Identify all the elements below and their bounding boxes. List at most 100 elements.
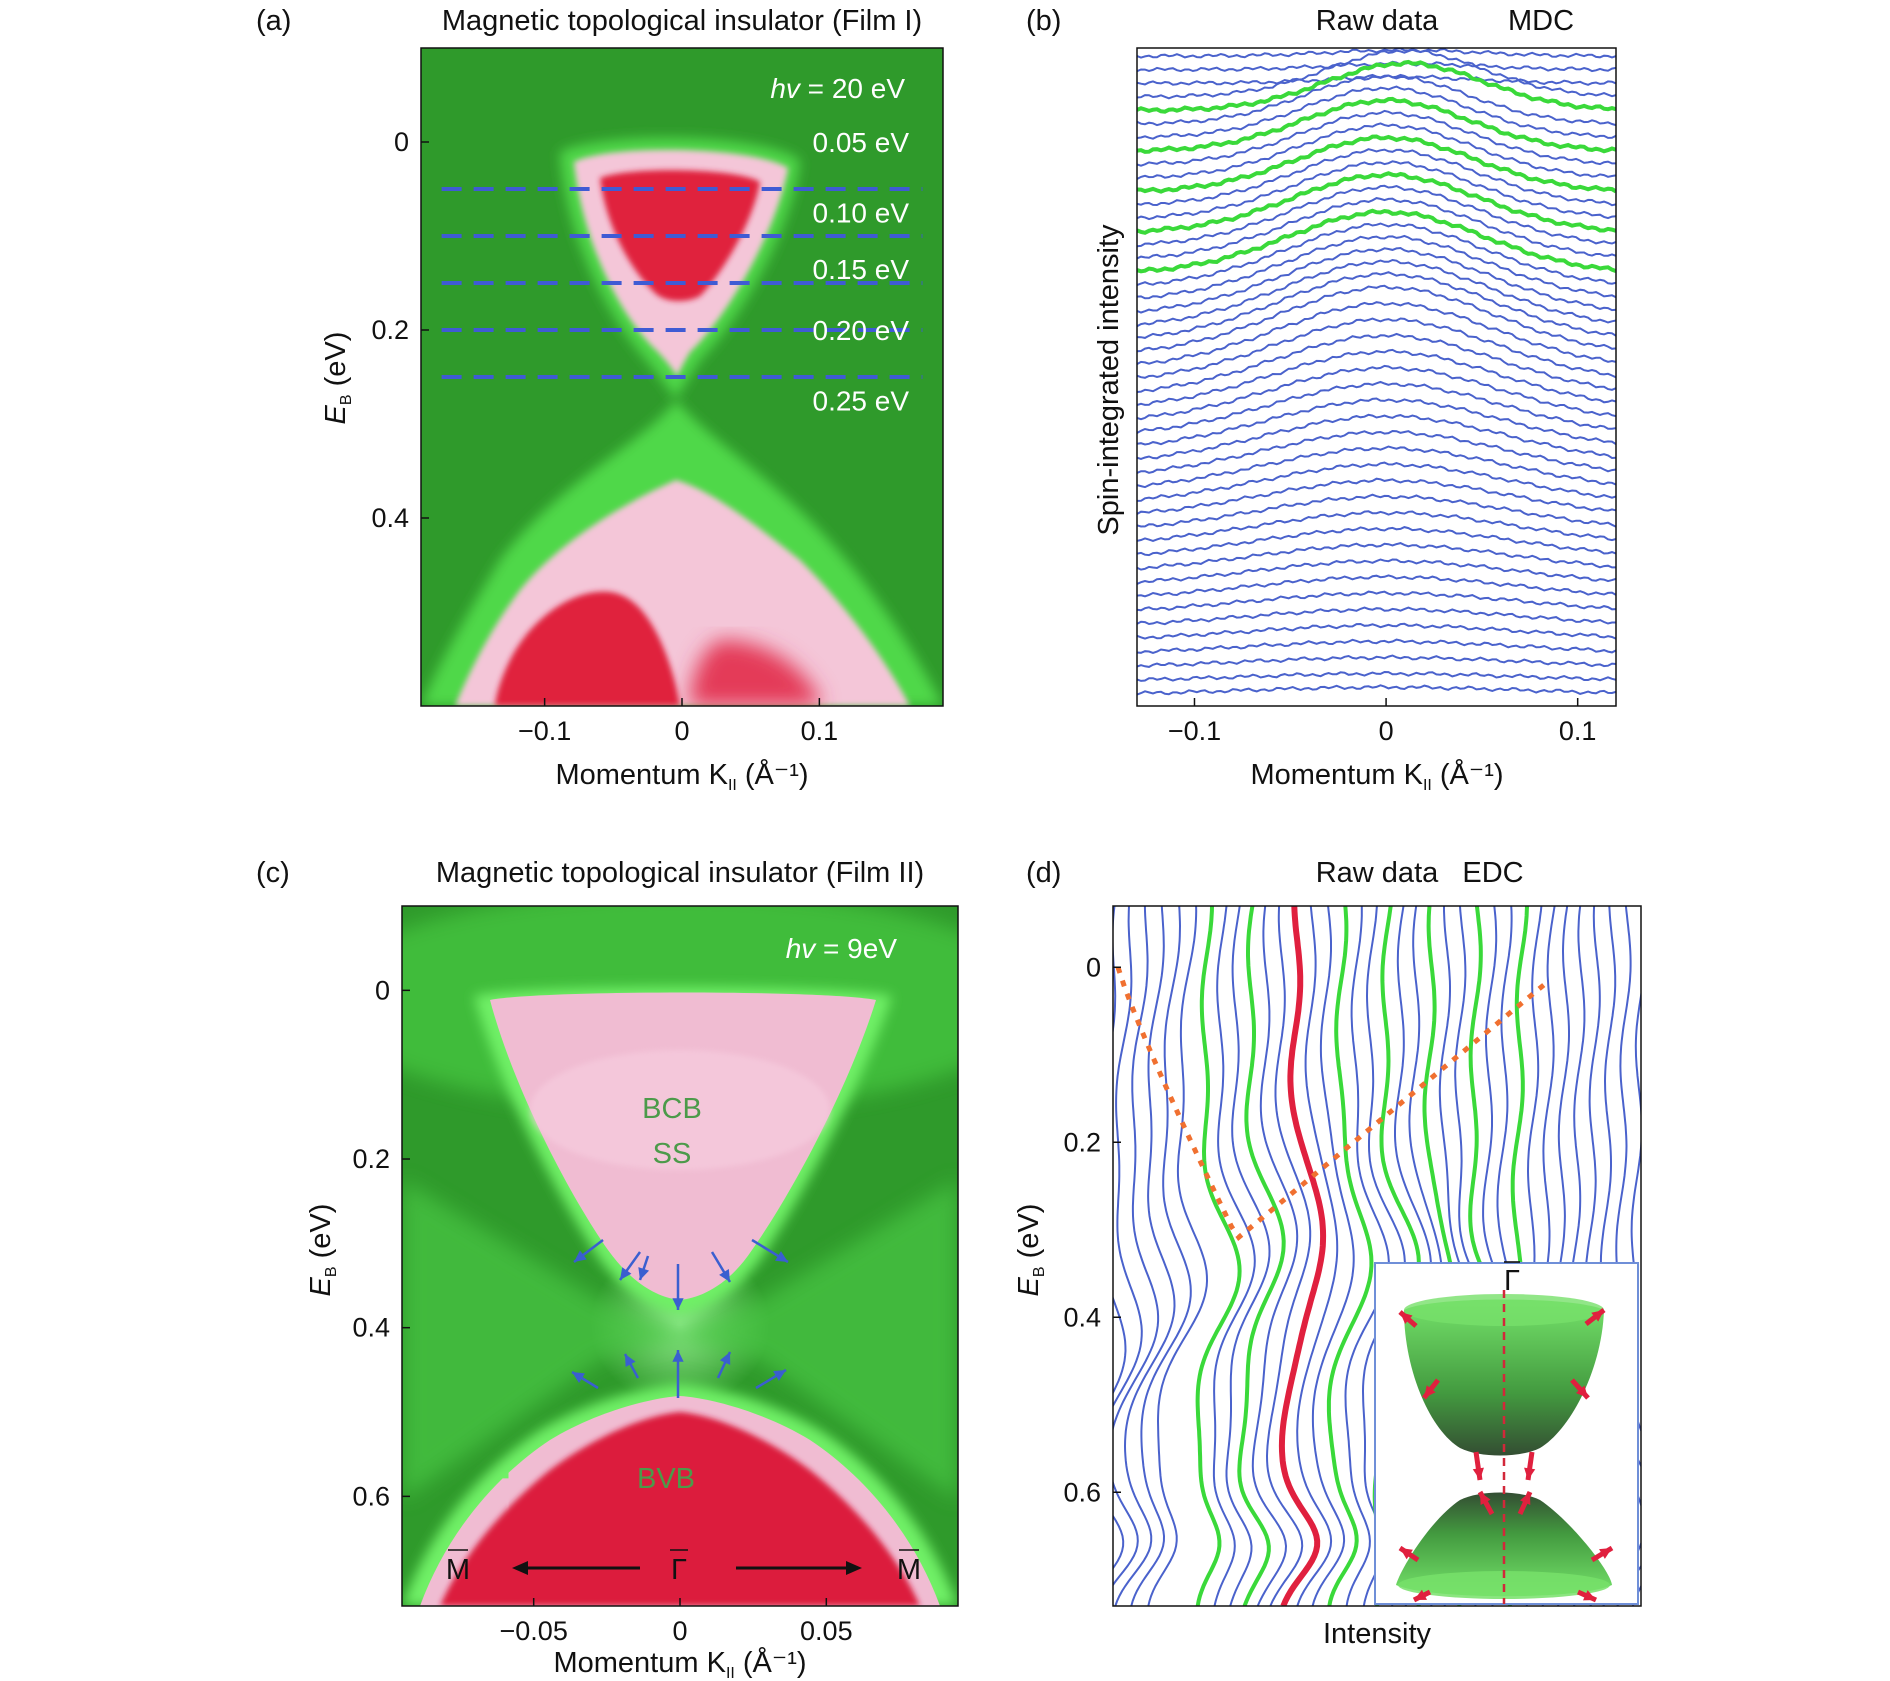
panel-b-curve: [1137, 445, 1616, 489]
panel-c-y-tick-label: 0.6: [352, 1481, 390, 1511]
panel-d-curve-center: [1278, 906, 1327, 1606]
spin-arrow-head: [574, 1250, 587, 1262]
panel-d-title2: EDC: [1462, 857, 1523, 889]
panel-d-frame: [1112, 905, 1642, 1607]
panel-b-curve: [1137, 301, 1616, 365]
panel-a-lower-cone-core-left: [495, 591, 680, 706]
panel-b-curve-highlight: [1137, 208, 1616, 274]
panel-b-curve: [1137, 622, 1616, 640]
panel-b-curve: [1137, 493, 1616, 528]
panel-a-x-ticks: −0.1 0 0.1: [518, 698, 838, 746]
panel-d-y-tick-label: 0.6: [1063, 1477, 1101, 1507]
panel-b-x-tick-label: −0.1: [1168, 716, 1221, 746]
panel-d-ylabel: EB (eV): [1013, 1204, 1048, 1297]
spin-arrow-head: [1591, 1310, 1604, 1322]
panel-d-curve: [1114, 906, 1176, 1606]
panel-b-curve-highlight: [1137, 134, 1616, 194]
spin-arrow-head: [719, 1352, 731, 1365]
panel-a-y-tick-label: 0: [394, 127, 409, 157]
panel-d-y-tick-label: 0: [1086, 952, 1101, 982]
panel-a-y-ticks: 0 0.2 0.4: [371, 127, 429, 533]
spin-arrow-head: [672, 1298, 684, 1310]
panel-c-k-arrowhead-left: [512, 1561, 528, 1575]
panel-b-x-tick-label: 0.1: [1559, 716, 1597, 746]
panel-b-curve: [1137, 109, 1616, 167]
panel-a-cut-label: 0.10 eV: [813, 198, 910, 229]
panel-c-xlabel: Momentum KII (Å⁻¹): [553, 1646, 806, 1681]
panel-c-k-arrowhead-right: [846, 1561, 862, 1575]
panel-d-dispersion: [1115, 966, 1546, 1241]
panel-d-curve: [1212, 906, 1256, 1606]
panel-a-x-tick-label: 0: [674, 716, 689, 746]
panel-b-curve: [1137, 574, 1616, 598]
panel-d-curve-highlight: [1326, 906, 1374, 1606]
panel-b-curve: [1137, 48, 1616, 100]
panel-b-curve: [1137, 197, 1616, 260]
panel-c-y-tick-label: 0: [375, 975, 390, 1005]
panel-b-curve: [1137, 477, 1616, 515]
panel-a-title: Magnetic topological insulator (Film I): [442, 5, 922, 37]
panel-a-cut-label: 0.15 eV: [813, 254, 910, 285]
panel-d-title: Raw data: [1316, 857, 1439, 889]
panel-b-curve: [1137, 348, 1616, 406]
panel-d: (d) Raw data EDC Γ 00.20.40.6 Intensity …: [1013, 857, 1642, 1650]
panel-c-x-tick-label: 0: [672, 1616, 687, 1646]
panel-b-x-ticks: −0.1 0 0.1: [1168, 698, 1597, 746]
panel-b-letter: (b): [1026, 5, 1061, 37]
panel-b-title: Raw data: [1316, 5, 1439, 37]
panel-c-ylabel: EB (eV): [305, 1204, 340, 1297]
panel-c-y-tick-label: 0.2: [352, 1144, 390, 1174]
panel-a-xlabel: Momentum KII (Å⁻¹): [555, 758, 808, 794]
panel-c-x-ticks: −0.05 0 0.05: [500, 1598, 853, 1646]
panel-d-curve: [1113, 906, 1127, 1395]
panel-b-curve: [1137, 461, 1616, 502]
panel-b-curve: [1137, 684, 1616, 696]
panel-c-heatmap: [402, 906, 958, 1606]
panel-b-curve: [1137, 148, 1616, 207]
panel-c-y-tick-label: 0.4: [352, 1313, 390, 1343]
panel-b-title2: MDC: [1508, 5, 1574, 37]
panel-c-spin-arrows: [571, 1238, 789, 1398]
panel-b-frame: [1136, 47, 1617, 707]
panel-d-letter: (d): [1026, 857, 1061, 889]
panel-b-curve: [1137, 271, 1616, 339]
panel-b-ylabel: Spin-integrated intensity: [1093, 224, 1125, 536]
panel-d-curve: [1630, 989, 1641, 1606]
spin-arrow-head: [625, 1354, 636, 1367]
spin-arrow-head: [1424, 1385, 1436, 1398]
panel-d-curve-highlight: [1237, 906, 1286, 1606]
panel-b-curve: [1137, 48, 1616, 59]
panel-c-kpoint-gamma: Γ: [671, 1554, 687, 1586]
panel-b-curve: [1137, 85, 1616, 140]
panel-a-y-tick-label: 0.4: [371, 503, 409, 533]
panel-a-y-tick-label: 0.2: [371, 315, 409, 345]
panel-b-curve: [1137, 284, 1616, 353]
panel-b-curve: [1137, 184, 1616, 248]
spin-arrow-head: [1524, 1467, 1536, 1480]
spin-arrow-head: [773, 1370, 786, 1381]
panel-c-label-bvb: BVB: [637, 1463, 695, 1495]
spin-arrow-head: [1414, 1589, 1427, 1600]
panel-d-inset: Γ: [1374, 1261, 1639, 1605]
panel-a-cut-label: 0.25 eV: [813, 386, 910, 417]
panel-b-curve: [1137, 558, 1616, 585]
panel-a-letter: (a): [256, 5, 291, 37]
panel-b-curve: [1137, 510, 1616, 542]
panel-b-curve: [1137, 73, 1616, 127]
panel-d-curve: [1113, 906, 1143, 1570]
panel-d-curve: [1344, 906, 1390, 1606]
spin-arrow-head: [672, 1350, 684, 1362]
panel-a-x-tick-label: 0.1: [801, 716, 839, 746]
panel-c-dispersion-glow: [402, 1180, 958, 1500]
panel-b-curve: [1137, 317, 1616, 379]
panel-c-kpoint-m-left: M: [446, 1554, 470, 1586]
panel-b-curve: [1137, 122, 1616, 180]
panel-b-curve: [1137, 332, 1616, 393]
panel-d-curve: [1225, 906, 1271, 1606]
spin-arrow-head: [1599, 1548, 1612, 1559]
panel-b-curve: [1137, 234, 1616, 300]
spin-arrow-head: [572, 1372, 585, 1383]
panel-a: (a) Magnetic topological insulator (Film…: [256, 5, 944, 794]
panel-d-curve: [1311, 906, 1355, 1606]
